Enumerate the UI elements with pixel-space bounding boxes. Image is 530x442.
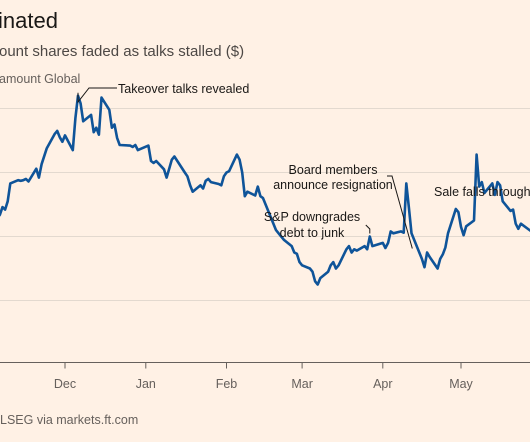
annotations: Takeover talks revealed S&P downgrades deb… [77,82,530,249]
annotation-label: Board members [289,163,378,177]
x-tick-label: Jan [136,377,156,391]
x-tick-label: Dec [54,377,76,391]
x-tick-label: Mar [291,377,313,391]
series-lines [0,94,530,286]
annotation-leader [387,175,413,249]
annotation-leader [365,224,371,234]
x-tick-label: Apr [373,377,392,391]
x-ticks: DecJanFebMarAprMayJu [54,362,474,391]
gridlines [0,108,530,301]
annotation-leader [77,87,117,104]
chart-title: inated [0,8,58,33]
series-line [0,94,530,286]
annotation-label: announce resignation [273,178,393,192]
x-tick-label: May [449,377,473,391]
chart-subtitle: ount shares faded as talks stalled ($) [0,43,244,60]
annotation-label: S&P downgrades [264,210,360,224]
source-note: LSEG via markets.ft.com [0,413,138,427]
annotation-label: debt to junk [280,226,345,240]
x-tick-label: Feb [216,377,238,391]
annotation-label: Takeover talks revealed [118,82,249,96]
series-label: amount Global [0,72,80,86]
annotation-label: Sale falls through [434,185,530,199]
